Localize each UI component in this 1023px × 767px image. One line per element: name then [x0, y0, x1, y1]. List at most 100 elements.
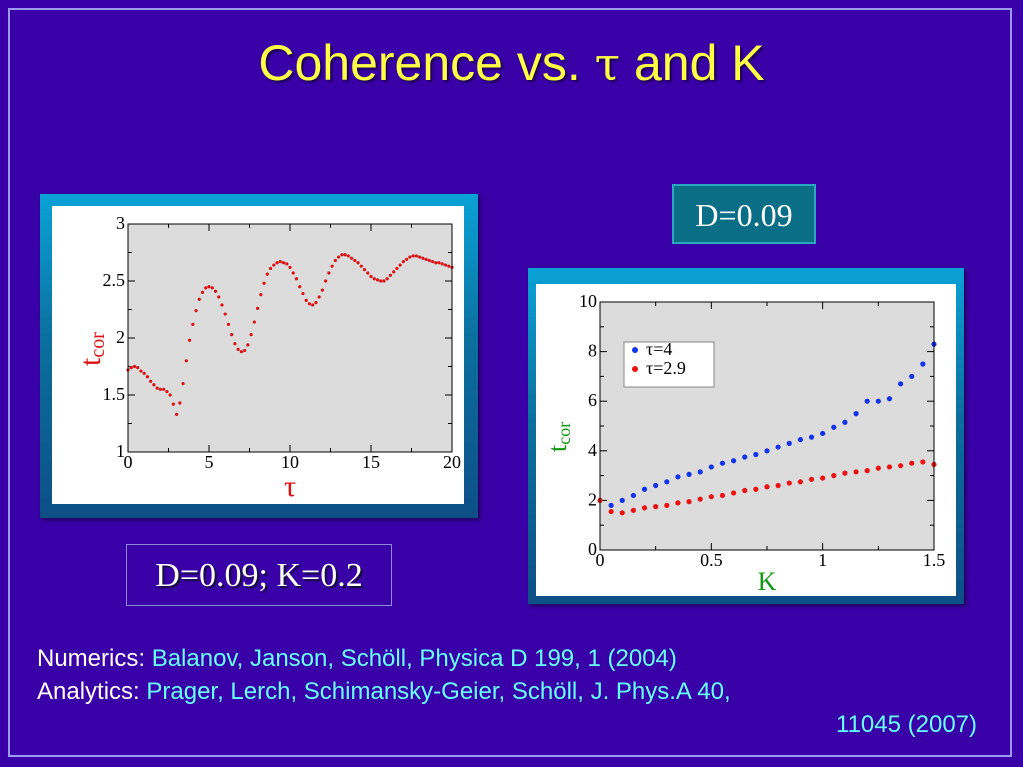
data-point	[369, 274, 373, 279]
data-point	[853, 469, 859, 475]
data-point	[808, 476, 815, 482]
plot-frame	[599, 301, 935, 551]
data-point	[686, 499, 692, 505]
data-point	[630, 507, 636, 513]
data-point	[864, 468, 870, 474]
data-point	[697, 496, 703, 502]
data-point	[294, 277, 299, 281]
label-d-k-value: D=0.09; K=0.2	[126, 544, 392, 606]
data-point	[719, 460, 726, 466]
data-point	[742, 487, 748, 494]
data-point	[256, 306, 260, 310]
data-point	[675, 474, 681, 480]
y-tick-label: 4	[588, 440, 597, 460]
x-axis-label: K	[758, 567, 777, 596]
data-point	[330, 264, 334, 268]
data-point	[920, 361, 926, 367]
y-tick-label: 2	[116, 327, 125, 347]
slide-title: Coherence vs. τ and K	[0, 34, 1023, 92]
data-point	[155, 386, 159, 390]
data-point	[886, 464, 893, 470]
data-point	[288, 265, 292, 269]
data-point	[686, 471, 692, 477]
data-point	[421, 256, 425, 260]
x-tick-label: 0.5	[700, 550, 723, 570]
data-point	[909, 460, 915, 466]
y-tick-label: 2.5	[103, 270, 126, 290]
data-point	[243, 348, 247, 353]
data-point	[333, 258, 337, 263]
references: Numerics: Balanov, Janson, Schöll, Physi…	[37, 642, 977, 741]
y-tick-label: 10	[579, 291, 597, 311]
numerics-citation: Balanov, Janson, Schöll, Physica D 199, …	[151, 645, 677, 672]
data-point	[204, 286, 208, 290]
data-point	[675, 500, 681, 506]
data-point	[808, 434, 815, 440]
data-point	[398, 263, 402, 267]
y-tick-label: 2	[588, 489, 597, 509]
data-point	[366, 271, 370, 275]
analytics-label: Analytics:	[37, 678, 147, 705]
data-point	[775, 444, 781, 450]
y-tick-label: 1	[116, 441, 125, 461]
data-point	[753, 451, 759, 458]
data-point	[152, 383, 156, 387]
title-tau-symbol: τ	[594, 37, 621, 91]
data-point	[132, 364, 137, 369]
analytics-line-continued: 11045 (2007)	[37, 708, 977, 741]
legend-box	[623, 341, 715, 388]
data-point	[608, 508, 614, 515]
data-point	[909, 373, 915, 379]
data-point	[414, 254, 418, 258]
data-point	[641, 486, 648, 492]
data-point	[327, 271, 331, 275]
data-point	[764, 448, 770, 454]
data-point	[831, 473, 837, 479]
data-point	[447, 264, 451, 268]
data-point	[337, 255, 341, 259]
data-point	[786, 480, 792, 486]
x-tick-label: 0	[124, 452, 133, 472]
slide-frame	[8, 8, 1012, 757]
left-chart-inner: 0 5 10 15 20 1 1.5 2 2.5 3 τ tcor	[52, 206, 464, 504]
data-point	[753, 486, 759, 492]
data-point	[411, 254, 415, 258]
x-tick-label: 5	[205, 452, 214, 472]
data-point	[898, 463, 904, 469]
x-tick-label: 20	[443, 452, 461, 472]
data-point	[820, 475, 826, 481]
data-point	[820, 430, 826, 437]
data-point	[207, 285, 211, 289]
data-point	[719, 492, 726, 499]
data-point	[262, 281, 266, 285]
data-point	[831, 424, 837, 430]
numerics-line: Numerics: Balanov, Janson, Schöll, Physi…	[37, 642, 977, 675]
data-point	[395, 266, 399, 271]
data-point	[388, 273, 393, 277]
data-point	[898, 381, 904, 387]
data-point	[864, 398, 870, 404]
y-tick-label: 6	[588, 390, 597, 410]
data-point	[708, 464, 714, 470]
data-point	[168, 393, 172, 397]
data-point	[375, 278, 380, 282]
data-point	[434, 261, 438, 265]
data-point	[226, 322, 231, 326]
data-point	[797, 437, 803, 443]
data-point	[165, 389, 169, 394]
data-point	[775, 482, 781, 489]
data-point	[178, 401, 182, 405]
data-point	[304, 298, 308, 302]
data-point	[265, 272, 269, 276]
data-point	[252, 320, 256, 324]
data-point	[353, 258, 357, 263]
data-point	[362, 268, 367, 272]
x-tick-label: 1	[818, 550, 827, 570]
data-point	[401, 260, 405, 264]
data-point	[191, 322, 195, 326]
legend-label: τ=2.9	[646, 358, 686, 378]
data-point	[440, 262, 444, 266]
data-point	[875, 398, 881, 404]
data-point	[259, 293, 263, 297]
label-d-value: D=0.09	[672, 184, 816, 244]
